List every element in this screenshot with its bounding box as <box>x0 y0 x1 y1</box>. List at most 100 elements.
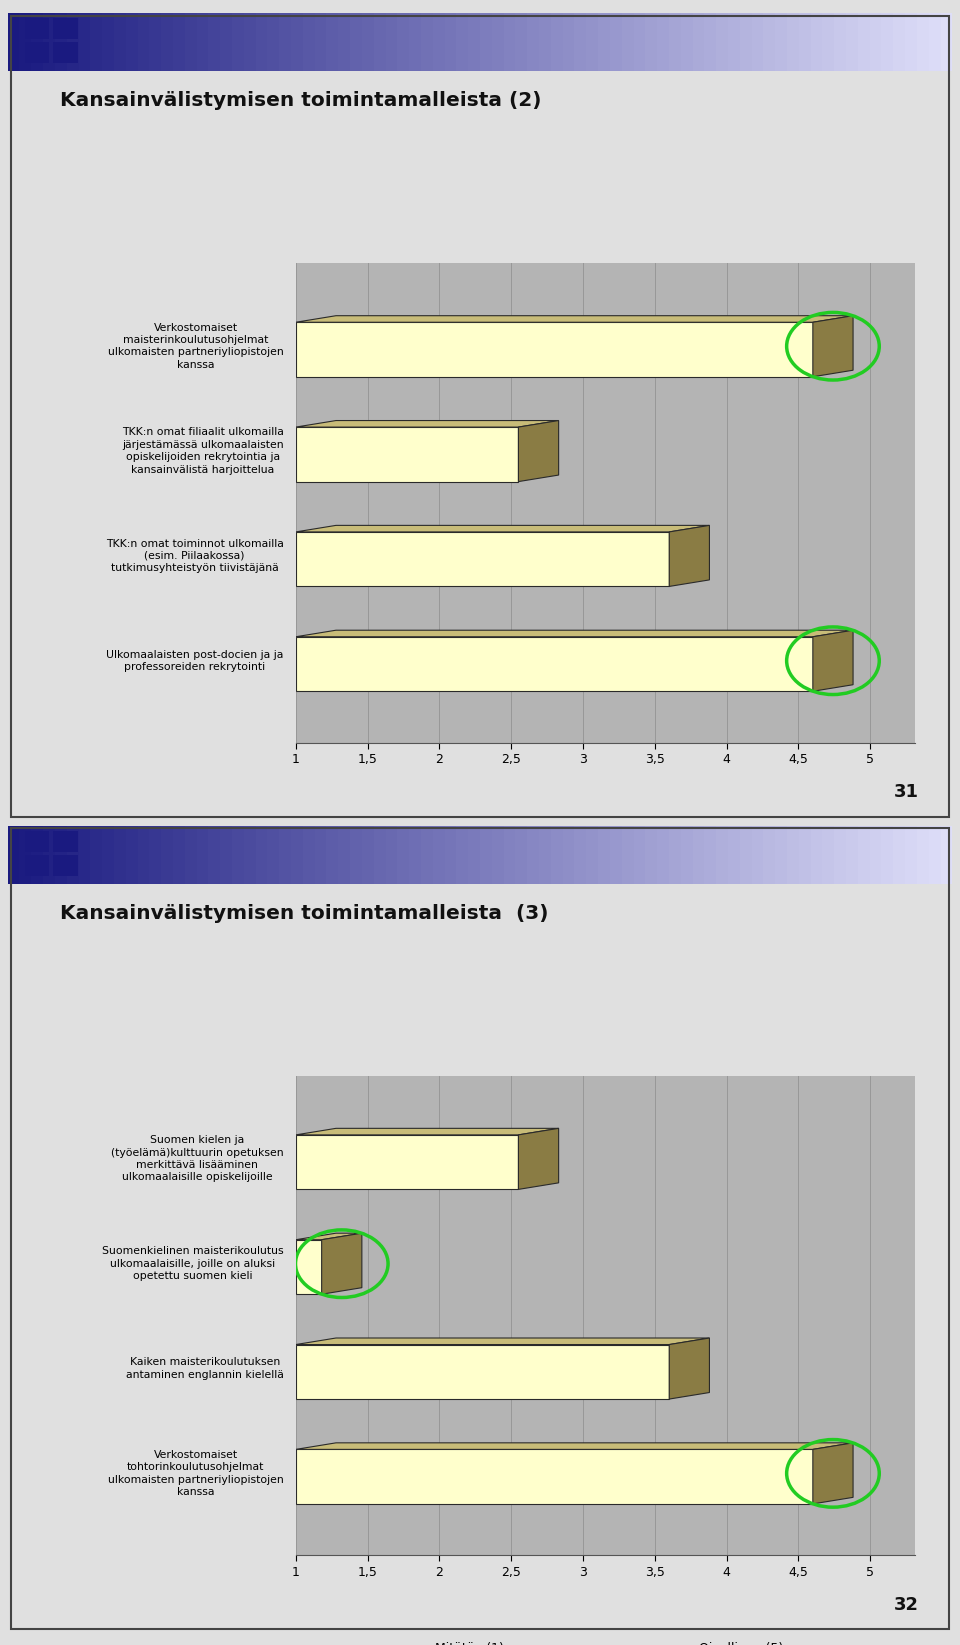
Bar <box>220 13 232 71</box>
Bar <box>669 13 681 71</box>
Bar <box>858 13 870 71</box>
Polygon shape <box>296 525 709 531</box>
Bar <box>527 13 540 71</box>
Bar <box>315 13 326 71</box>
Bar <box>799 826 810 883</box>
Bar <box>752 13 763 71</box>
Bar <box>834 826 846 883</box>
Bar <box>268 13 279 71</box>
Bar <box>928 13 941 71</box>
Polygon shape <box>296 316 853 322</box>
Bar <box>692 13 705 71</box>
Polygon shape <box>518 1128 559 1189</box>
Bar <box>114 826 126 883</box>
Bar <box>645 826 657 883</box>
Bar <box>296 1344 669 1398</box>
Bar <box>480 13 492 71</box>
Bar <box>917 826 928 883</box>
Bar <box>740 826 752 883</box>
Bar <box>150 13 161 71</box>
Bar <box>291 13 303 71</box>
FancyBboxPatch shape <box>25 855 49 875</box>
Bar <box>516 13 527 71</box>
Bar <box>752 826 763 883</box>
Bar <box>55 826 66 883</box>
Bar <box>244 13 255 71</box>
Bar <box>126 13 137 71</box>
Bar <box>846 13 858 71</box>
Text: Oivallinen (5): Oivallinen (5) <box>699 829 783 842</box>
Bar <box>574 826 587 883</box>
Bar <box>634 13 645 71</box>
Bar <box>279 826 291 883</box>
Bar <box>350 13 362 71</box>
Bar <box>102 13 114 71</box>
Bar <box>409 826 420 883</box>
Bar <box>137 13 150 71</box>
Bar <box>197 13 208 71</box>
Bar <box>43 13 55 71</box>
Bar <box>941 13 952 71</box>
Text: 32: 32 <box>895 1596 920 1614</box>
Bar <box>551 826 563 883</box>
Bar <box>492 13 504 71</box>
Polygon shape <box>296 1128 559 1135</box>
Bar <box>208 826 220 883</box>
Bar <box>32 826 43 883</box>
Bar <box>296 428 518 482</box>
Bar <box>941 826 952 883</box>
Bar <box>362 826 373 883</box>
Bar <box>610 13 622 71</box>
Bar <box>516 826 527 883</box>
Bar <box>716 826 728 883</box>
Bar <box>244 826 255 883</box>
Bar <box>303 826 315 883</box>
FancyBboxPatch shape <box>25 831 49 852</box>
Bar <box>787 13 799 71</box>
FancyBboxPatch shape <box>53 855 78 875</box>
Bar <box>420 13 433 71</box>
Bar <box>610 826 622 883</box>
Bar <box>858 826 870 883</box>
Bar <box>468 826 480 883</box>
Bar <box>161 13 173 71</box>
Text: Suomen kielen ja
(työelämä)kulttuurin opetuksen
merkittävä lisääminen
ulkomaalai: Suomen kielen ja (työelämä)kulttuurin op… <box>111 1135 283 1183</box>
Polygon shape <box>296 1234 362 1240</box>
Bar <box>692 826 705 883</box>
Bar <box>881 826 893 883</box>
Bar <box>255 826 268 883</box>
Bar <box>79 826 90 883</box>
Bar <box>492 826 504 883</box>
Bar <box>657 826 669 883</box>
Bar <box>905 13 917 71</box>
Bar <box>799 13 810 71</box>
Bar <box>420 826 433 883</box>
Bar <box>296 1449 813 1504</box>
Bar <box>150 826 161 883</box>
Bar <box>326 826 338 883</box>
Bar <box>66 826 79 883</box>
Bar <box>763 13 775 71</box>
FancyBboxPatch shape <box>53 18 78 39</box>
Bar <box>775 826 787 883</box>
Bar <box>8 13 19 71</box>
Polygon shape <box>296 1443 853 1449</box>
Polygon shape <box>813 630 853 691</box>
Polygon shape <box>296 630 853 637</box>
Text: Verkostomaiset
maisterinkoulutusohjelmat
ulkomaisten partneriyliopistojen
kanssa: Verkostomaiset maisterinkoulutusohjelmat… <box>108 322 283 370</box>
Bar <box>66 13 79 71</box>
Bar <box>823 13 834 71</box>
Bar <box>268 826 279 883</box>
Bar <box>598 13 610 71</box>
Bar <box>763 826 775 883</box>
Bar <box>184 826 197 883</box>
Bar <box>137 826 150 883</box>
Bar <box>905 826 917 883</box>
Text: Kansainvälistymisen toimintamalleista (2): Kansainvälistymisen toimintamalleista (2… <box>60 92 541 110</box>
Bar <box>232 826 244 883</box>
Bar <box>43 826 55 883</box>
Bar <box>350 826 362 883</box>
Bar <box>893 826 905 883</box>
Bar <box>810 13 823 71</box>
Bar <box>787 826 799 883</box>
